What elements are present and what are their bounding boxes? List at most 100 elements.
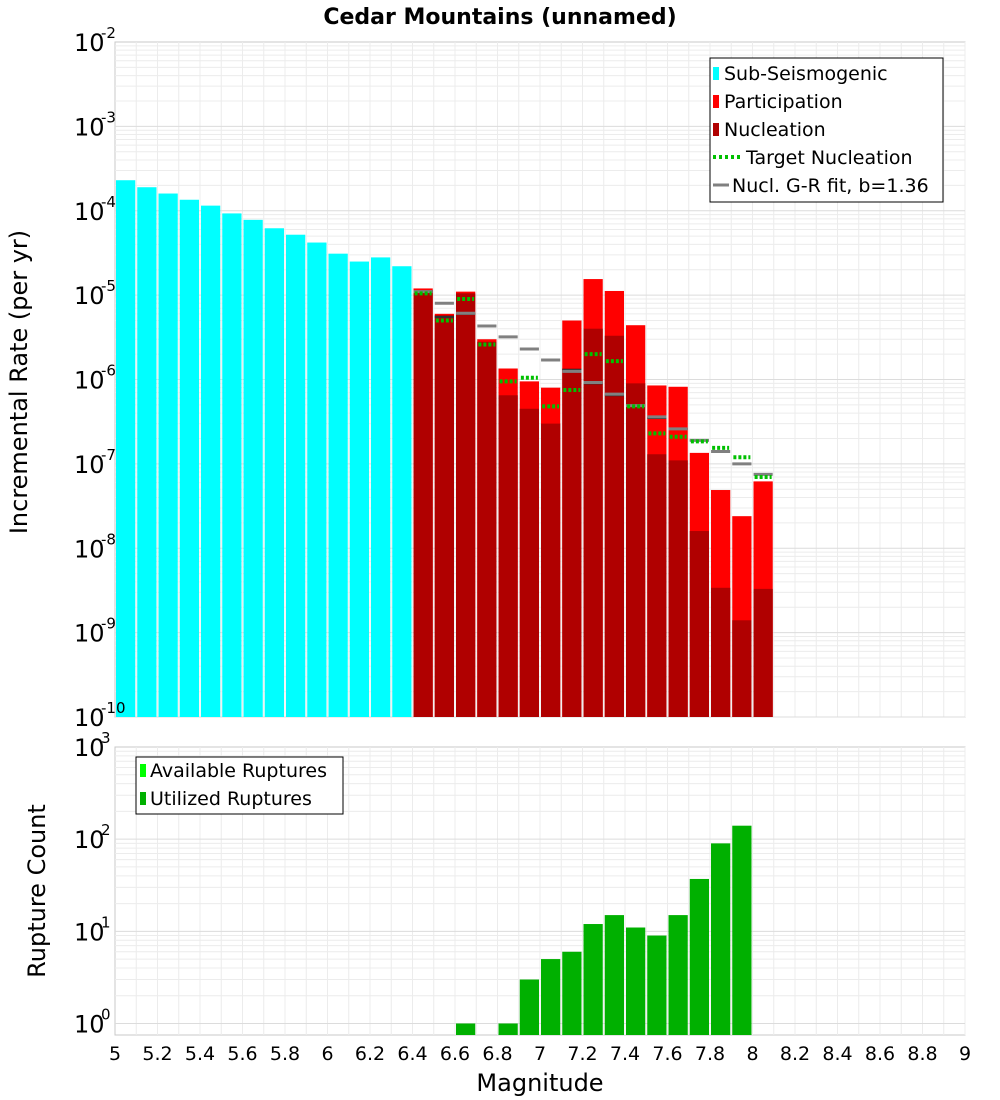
nucleation-bar [711,587,731,717]
utilized-rupture-bar [604,915,624,1035]
bottom-y-tick-exponent: 0 [101,1005,111,1023]
nucleation-bar [498,395,518,717]
utilized-rupture-bar [711,843,731,1035]
top-legend: Sub-Seismogenic Participation Nucleation… [709,57,944,203]
x-tick-label: 7 [534,1043,546,1065]
x-tick-label: 7.4 [610,1043,640,1065]
bottom-legend: Available Ruptures Utilized Ruptures [135,756,344,815]
top-y-tick-exponent: -7 [101,446,116,464]
legend-label-participation: Participation [724,91,843,113]
x-tick-label: 6.4 [397,1043,427,1065]
sub-seismogenic-bar [286,234,306,717]
x-tick-label: 5 [109,1043,121,1065]
utilized-rupture-bar [647,935,667,1035]
top-y-tick-label: 10 [74,535,105,563]
legend-swatch-available [140,764,146,777]
sub-seismogenic-bar [116,180,136,717]
sub-seismogenic-bar [371,257,391,717]
nucleation-bar [647,454,667,717]
x-tick-label: 8.8 [907,1043,937,1065]
legend-swatch-participation [713,95,719,108]
bottom-legend-box [135,756,344,815]
top-y-tick-exponent: -6 [101,362,116,380]
top-y-axis-label: Incremental Rate (per yr) [5,230,33,534]
bottom-y-tick-label: 10 [74,918,105,946]
sub-seismogenic-bar [349,261,369,717]
utilized-rupture-bar [562,951,582,1035]
top-y-tick-exponent: -8 [101,530,116,548]
utilized-rupture-bar [519,979,539,1035]
top-lines [413,290,773,479]
x-tick-label: 7.2 [567,1043,597,1065]
utilized-rupture-bar [732,825,752,1035]
x-tick-label: 9 [959,1043,971,1065]
sub-seismogenic-bar [137,187,157,717]
nucleation-bar [668,460,688,717]
x-tick-label: 7.6 [652,1043,682,1065]
x-tick-label: 6.8 [482,1043,512,1065]
utilized-rupture-bar [626,927,646,1035]
legend-label-available: Available Ruptures [150,760,327,782]
bottom-y-tick-label: 10 [74,1010,105,1038]
nucleation-bar [562,368,582,717]
x-tick-label: 8 [746,1043,758,1065]
sub-seismogenic-bar [307,242,327,718]
top-y-tick-exponent: -4 [101,193,116,211]
top-y-tick-label: 10 [74,29,105,57]
legend-label-target-nucleation: Target Nucleation [745,147,913,169]
nucleation-bar [541,423,561,717]
x-tick-label: 6.2 [355,1043,385,1065]
nucleation-bar [732,620,752,717]
sub-seismogenic-bar [243,219,263,717]
x-tick-label: 5.8 [270,1043,300,1065]
x-tick-label: 8.4 [822,1043,852,1065]
legend-label-sub-seismogenic: Sub-Seismogenic [724,63,888,85]
top-y-tick-label: 10 [74,113,105,141]
x-tick-label: 7.8 [695,1043,725,1065]
x-ticks: 5 5.2 5.4 5.6 5.8 6 6.2 6.4 6.6 6.8 7 7.2 7.4 7.6 7.8 8… [109,1043,971,1065]
utilized-rupture-bar [541,959,561,1035]
nucleation-bar [689,531,709,717]
top-y-tick-label: 10 [74,704,105,732]
top-bars [116,180,773,718]
top-y-tick-label: 10 [74,620,105,648]
top-y-tick-exponent: -3 [101,108,116,126]
nucleation-bar [413,290,433,717]
top-y-tick-label: 10 [74,367,105,395]
x-tick-label: 5.2 [142,1043,172,1065]
utilized-rupture-bar [583,924,603,1035]
top-y-tick-label: 10 [74,198,105,226]
legend-swatch-nucleation [713,123,719,136]
nucleation-bar [477,341,497,717]
nucleation-bar [456,293,476,717]
top-legend-box [709,57,944,203]
legend-swatch-sub-seismogenic [713,67,719,80]
top-y-tick-exponent: -5 [101,277,116,295]
top-y-tick-label: 10 [74,451,105,479]
top-y-tick-exponent: -10 [101,699,126,717]
utilized-rupture-bar [456,1023,476,1035]
legend-label-nucleation: Nucleation [724,119,826,141]
nucleation-bar [626,383,646,717]
bottom-y-tick-label: 10 [74,734,105,762]
nucleation-bar [434,315,454,717]
x-tick-label: 6 [321,1043,333,1065]
bottom-y-tick-exponent: 3 [101,729,111,747]
x-tick-label: 8.2 [780,1043,810,1065]
sub-seismogenic-bar [201,205,221,718]
x-tick-label: 5.6 [227,1043,257,1065]
sub-seismogenic-bar [179,199,199,718]
utilized-rupture-bar [498,1023,518,1035]
top-y-tick-exponent: -2 [101,24,116,42]
chart-title: Cedar Mountains (unnamed) [323,5,676,30]
utilized-rupture-bar [668,915,688,1035]
x-tick-label: 5.4 [185,1043,215,1065]
bottom-y-axis-label: Rupture Count [23,804,51,978]
bottom-y-tick-label: 10 [74,826,105,854]
x-axis-label: Magnitude [476,1069,603,1097]
